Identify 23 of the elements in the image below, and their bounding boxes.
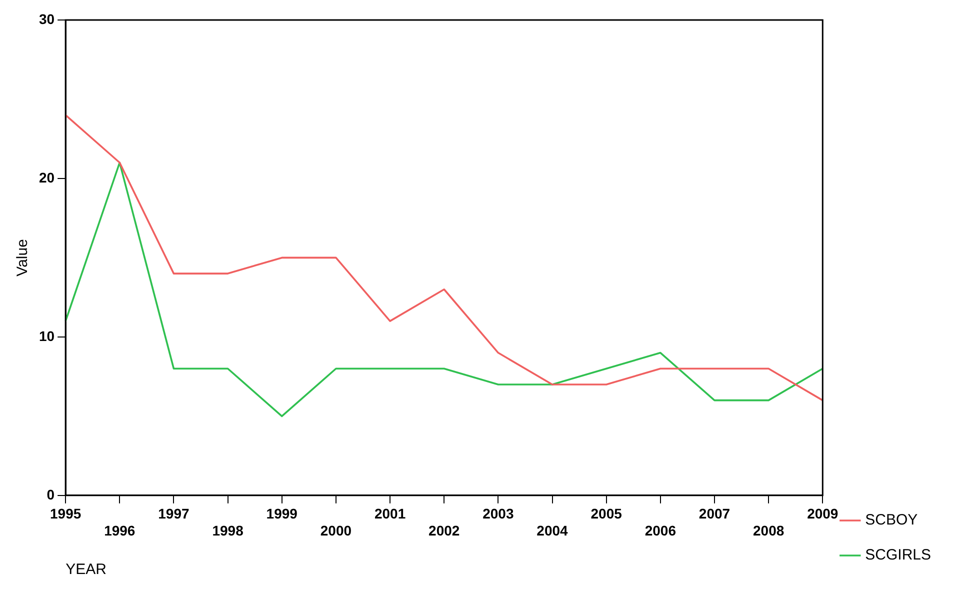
legend-label: SCBOY: [865, 512, 918, 529]
y-tick-label: 10: [38, 328, 55, 344]
x-tick-label: 1995: [50, 506, 82, 522]
x-tick-label: 2002: [428, 522, 460, 538]
x-tick-label: 2001: [374, 506, 406, 522]
x-tick-label: 2009: [807, 506, 838, 522]
x-tick-label: 2000: [320, 522, 352, 538]
x-tick-label: 1998: [212, 522, 244, 538]
x-tick-label: 1999: [266, 506, 298, 522]
y-tick-label: 0: [46, 486, 55, 502]
x-tick-label: 1996: [104, 522, 136, 538]
x-tick-label: 2007: [698, 506, 730, 522]
legend-label: SCGIRLS: [865, 546, 932, 564]
y-axis-title: Value: [14, 239, 32, 276]
x-tick-label: 2004: [536, 522, 568, 538]
x-axis-title: YEAR: [66, 561, 107, 578]
x-tick-label: 2008: [752, 522, 784, 538]
x-tick-label: 1997: [158, 506, 190, 522]
x-tick-label: 2006: [644, 522, 676, 538]
y-tick-label: 30: [38, 10, 55, 27]
x-tick-label: 2003: [482, 506, 514, 522]
x-tick-label: 2005: [590, 506, 622, 522]
y-tick-label: 20: [38, 169, 55, 186]
